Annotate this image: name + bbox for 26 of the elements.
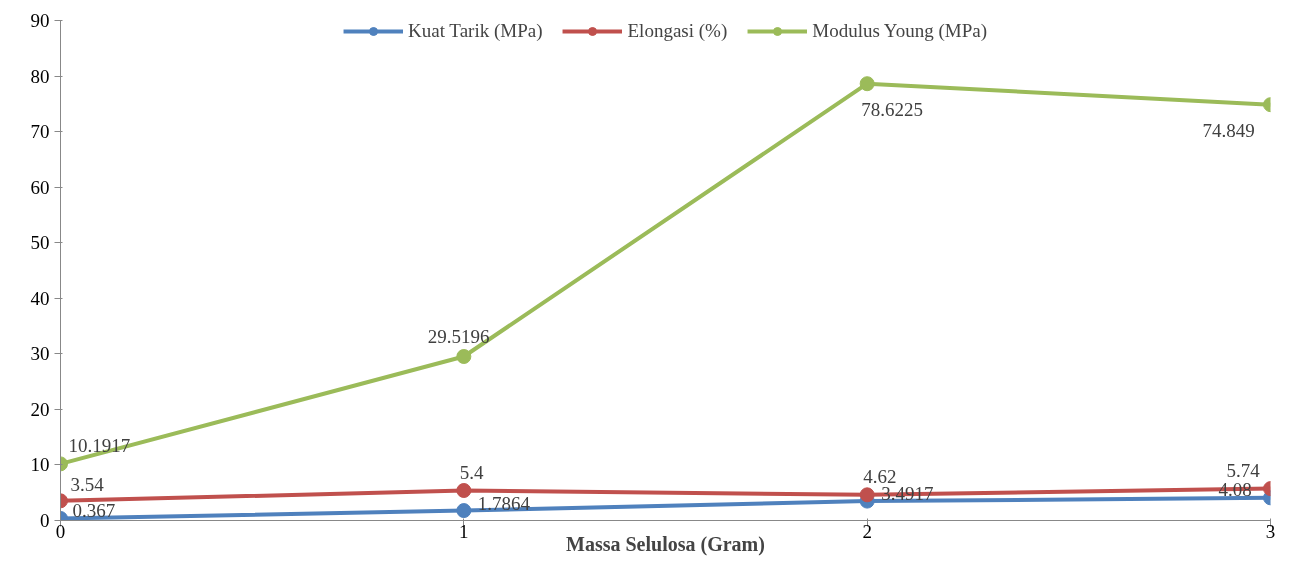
legend-label: Modulus Young (MPa) bbox=[812, 20, 987, 42]
y-tick-label: 40 bbox=[30, 287, 50, 309]
legend-label: Kuat Tarik (MPa) bbox=[408, 20, 543, 42]
y-tick-label: 50 bbox=[30, 232, 50, 254]
legend-label: Elongasi (%) bbox=[627, 20, 728, 42]
y-tick-label: 30 bbox=[30, 343, 50, 365]
x-tick-label: 3 bbox=[1265, 520, 1276, 542]
y-tick-label: 20 bbox=[30, 398, 50, 420]
data-label: 78.6225 bbox=[861, 98, 923, 120]
x-tick-label: 1 bbox=[459, 520, 469, 542]
x-tick-label: 2 bbox=[862, 520, 872, 542]
data-label: 10.1917 bbox=[68, 434, 131, 456]
y-tick-label: 80 bbox=[30, 65, 50, 87]
y-tick-label: 60 bbox=[30, 176, 50, 198]
x-tick-label: 0 bbox=[55, 520, 66, 542]
data-label: 5.74 bbox=[1226, 459, 1261, 481]
y-tick-label: 70 bbox=[30, 121, 50, 143]
x-axis-title: Massa Selulosa (Gram) bbox=[566, 532, 765, 556]
data-label: 3.54 bbox=[70, 473, 105, 495]
data-label: 74.849 bbox=[1202, 119, 1255, 141]
y-tick-label: 90 bbox=[30, 10, 50, 31]
y-tick-label: 10 bbox=[30, 454, 50, 476]
data-label: 4.62 bbox=[863, 465, 897, 487]
data-label: 5.4 bbox=[459, 461, 485, 483]
point bbox=[456, 503, 472, 519]
data-label: 29.5196 bbox=[427, 325, 490, 347]
